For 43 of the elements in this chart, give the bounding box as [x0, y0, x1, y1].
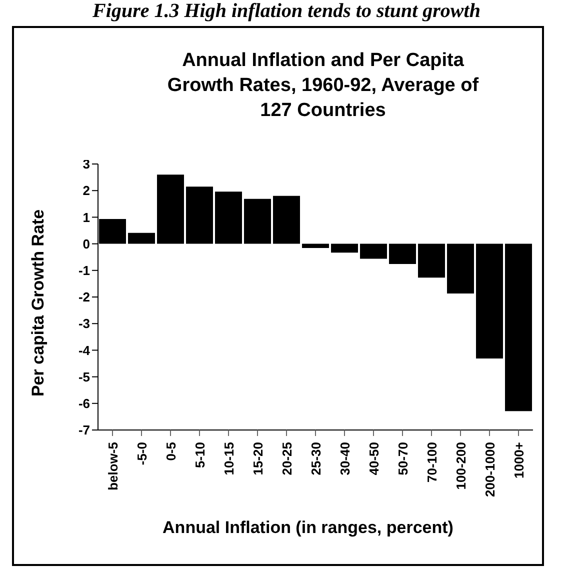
y-tick-label: -7 — [78, 422, 90, 438]
bar — [331, 244, 358, 253]
bar — [157, 174, 184, 244]
bar — [505, 244, 532, 412]
x-tick-label: 50-70 — [396, 442, 410, 476]
bar — [128, 232, 155, 244]
y-tick-label: -5 — [78, 369, 90, 384]
y-axis-title: Per capita Growth Rate — [29, 209, 49, 397]
bar — [215, 192, 242, 244]
caption: Figure 1.3 High inflation tends to stunt growth — [92, 0, 482, 23]
bar — [360, 244, 387, 259]
y-tick-label: 1 — [82, 210, 90, 225]
bar — [447, 244, 474, 294]
x-tick-label: 40-50 — [366, 442, 382, 476]
x-tick-label: 200-1000 — [482, 442, 498, 497]
y-tick-label: -6 — [78, 396, 90, 412]
chart-title: Annual Inflation and Per Capita Growth Rates, 1960-92, Average of 127 Countries — [166, 49, 480, 123]
bar — [476, 244, 503, 358]
x-tick-label: 20-25 — [280, 442, 294, 476]
x-tick-label: 10-15 — [222, 442, 236, 476]
bar — [389, 244, 416, 264]
x-tick-label: 1000+ — [512, 442, 526, 479]
x-tick-label: 5-10 — [192, 442, 208, 468]
x-tick-label: below-5 — [106, 442, 120, 490]
x-tick-label: -5-0 — [134, 442, 150, 466]
x-tick-label: 25-30 — [308, 442, 324, 476]
y-tick-label: 0 — [82, 236, 90, 252]
x-tick-label: 70-100 — [424, 442, 440, 482]
x-tick-label: 15-20 — [250, 442, 266, 476]
x-tick-label: 100-200 — [454, 442, 468, 490]
x-tick-label: 0-5 — [164, 442, 178, 461]
bar — [418, 244, 445, 278]
y-tick-label: 2 — [82, 183, 90, 198]
y-tick-label: -2 — [78, 290, 90, 305]
y-tick-label: -4 — [78, 342, 91, 358]
bar — [186, 186, 213, 244]
bar — [273, 196, 300, 244]
bar — [244, 198, 271, 244]
x-axis-title: Annual Inflation (in ranges, percent) — [162, 518, 454, 538]
x-tick-label: 30-40 — [338, 442, 352, 476]
y-tick-label: -3 — [78, 316, 90, 332]
bar — [302, 244, 329, 248]
y-tick-label: -1 — [78, 263, 90, 278]
